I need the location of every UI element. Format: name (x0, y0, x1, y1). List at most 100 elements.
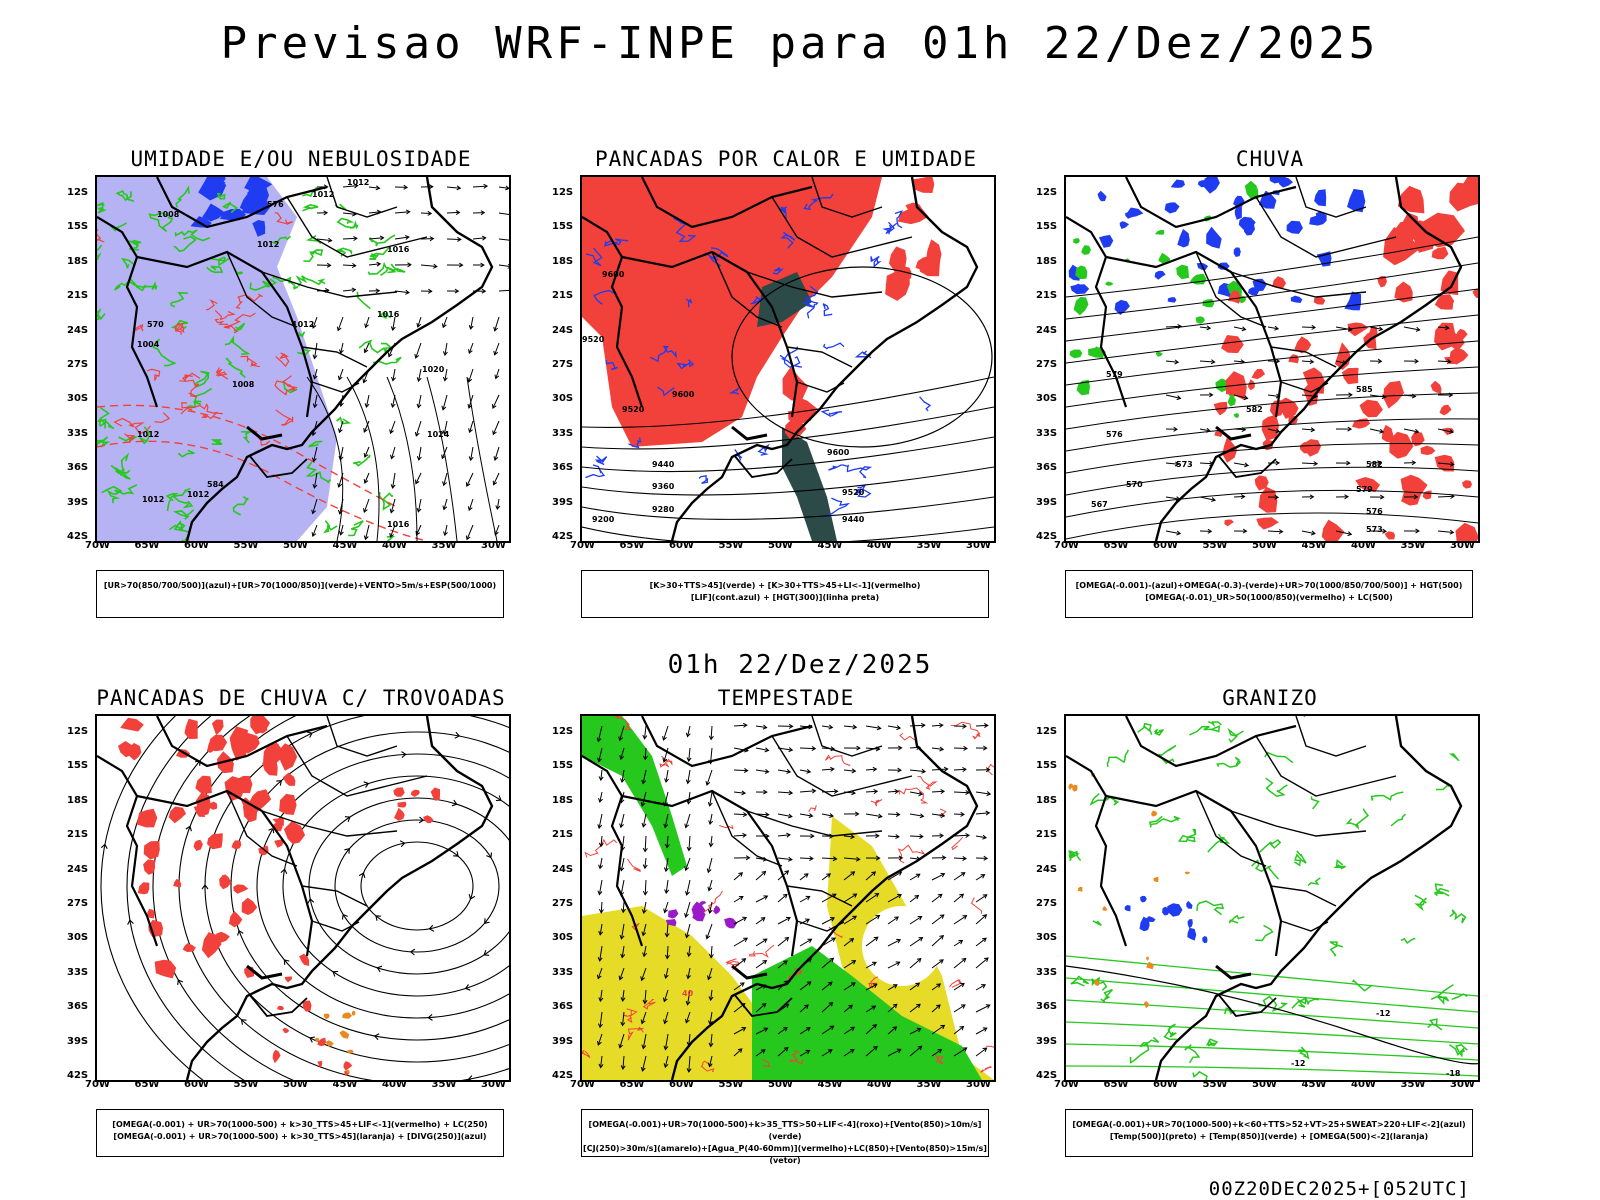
river-plate-estuary (248, 993, 308, 1017)
vector-head (618, 736, 624, 742)
contour-label: -12 (1376, 1009, 1390, 1018)
precipitable-water-contour (917, 775, 938, 790)
latitude-tick-label: 24S (67, 324, 89, 336)
lifted-index-contour (604, 238, 629, 247)
lifted-index-contour (729, 386, 740, 395)
state-border (711, 251, 783, 328)
wind-vector (644, 879, 647, 895)
vector-head (492, 430, 497, 436)
vector-head (760, 1049, 766, 1054)
wind-vector (710, 945, 713, 958)
state-border (711, 790, 783, 867)
rain-area-red (1334, 342, 1351, 370)
high-humidity-patch (202, 203, 226, 222)
vector-head (785, 916, 791, 922)
vector-head (783, 1026, 788, 1032)
contour-label: 1016 (387, 245, 410, 254)
flow-arrow (363, 781, 370, 788)
latitude-tick-label: 39S (1036, 496, 1058, 508)
flow-vector (1437, 530, 1454, 533)
vector-head (918, 791, 924, 797)
vector-head (598, 842, 604, 848)
isobar (346, 376, 380, 541)
omega-500-orange (1153, 876, 1159, 882)
vector-head (1205, 427, 1211, 433)
vector-head (892, 1026, 898, 1031)
vector-head (457, 236, 462, 242)
contour-label: -18 (1446, 1069, 1461, 1078)
vector-head (620, 1021, 626, 1027)
vector-head (323, 210, 329, 216)
rain-area-red (1383, 227, 1421, 266)
low-level-humidity-contour (308, 440, 323, 448)
thunderstorm-area-red (233, 884, 249, 894)
contour-label: 9600 (672, 390, 695, 399)
omega-blue-area (1170, 179, 1185, 188)
flow-vector (1199, 360, 1215, 363)
rain-area-red (1434, 454, 1455, 472)
flow-vector (1165, 360, 1179, 363)
flow-arrow (483, 950, 490, 956)
precipitable-water-contour (950, 721, 981, 740)
vector-head (493, 350, 499, 356)
wind-vector (931, 914, 945, 925)
river-plate-estuary (733, 454, 793, 478)
vector-head (1244, 462, 1250, 468)
thunderstorm-area-red (228, 910, 243, 928)
wind-vector (598, 747, 603, 762)
contour-label: 9360 (652, 482, 675, 491)
precipitable-water-contour (949, 979, 962, 988)
vector-head (895, 834, 900, 840)
vector-head (1177, 323, 1183, 329)
temp850-contour (1390, 813, 1407, 827)
wind-vector (666, 923, 669, 937)
map-canvas (97, 716, 509, 1080)
wind-vector (599, 791, 603, 803)
vector-head (390, 454, 395, 460)
wind-vector (644, 835, 647, 852)
temp850-contour (1188, 725, 1221, 736)
wind-vector (865, 961, 877, 969)
wind-vector (342, 185, 358, 188)
latitude-tick-label: 42S (1036, 531, 1058, 542)
wind-vector (755, 938, 768, 947)
vector-head (620, 1065, 626, 1070)
wind-vector (313, 368, 318, 379)
vector-head (917, 915, 923, 921)
flow-arrow (280, 868, 288, 874)
flow-arrow (306, 731, 313, 738)
latitude-tick-label: 15S (1036, 760, 1058, 772)
vector-head (389, 508, 395, 514)
streamline (230, 731, 509, 1041)
state-border (796, 920, 845, 932)
flow-arrow (307, 897, 315, 904)
flow-vector (1233, 360, 1245, 363)
vector-head (762, 960, 768, 965)
vector-head (896, 725, 902, 731)
flow-vector (1233, 462, 1249, 466)
temp850-contour (1066, 1043, 1478, 1061)
flow-vector (1437, 360, 1451, 363)
latitude-tick-label: 24S (1036, 863, 1058, 875)
wind-vector (733, 1027, 746, 1035)
vector-head (788, 747, 794, 753)
wind-vector (843, 857, 860, 860)
vector-head (943, 766, 949, 772)
omega-green-area (1227, 393, 1236, 407)
longitude-tick-label: 45W (817, 540, 843, 551)
thunderstorm-area-red (201, 932, 222, 959)
wind-vector (887, 871, 902, 881)
low-level-humidity-contour (336, 217, 359, 230)
wind-vector (931, 935, 944, 947)
temp850-contour (1153, 728, 1165, 736)
latitude-tick-label: 42S (67, 531, 89, 542)
river-plate-estuary (1217, 993, 1277, 1017)
wind-vector (492, 394, 500, 409)
temp850-contour (1208, 721, 1222, 728)
vector-head (829, 957, 835, 963)
latitude-tick-label: 42S (67, 1070, 89, 1081)
vector-head (405, 289, 410, 295)
vector-head (896, 938, 902, 944)
vector-head (962, 915, 968, 920)
flow-vector (1199, 496, 1216, 501)
